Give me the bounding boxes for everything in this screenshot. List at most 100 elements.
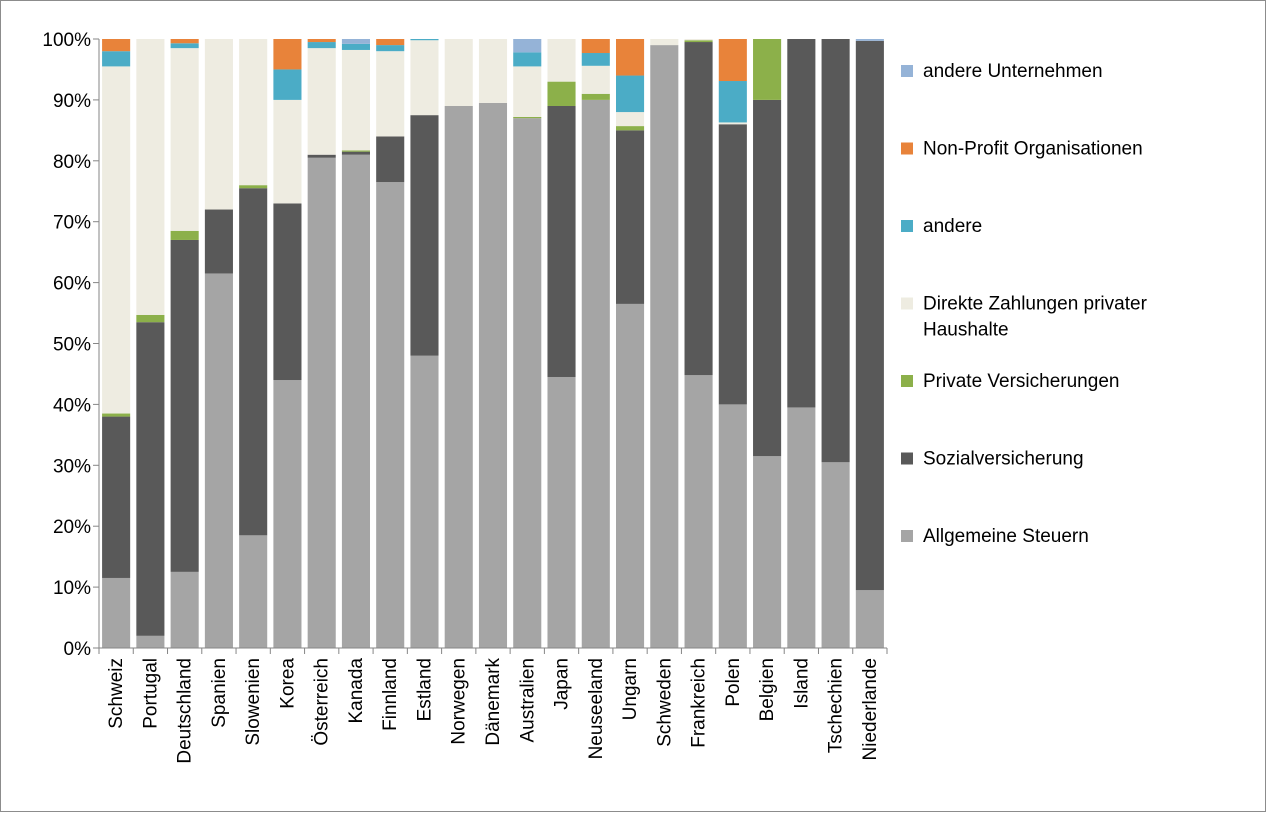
legend-swatch-2 — [901, 220, 913, 232]
bar-segment-2-4 — [170, 43, 199, 49]
bar-segment-7-1 — [341, 151, 370, 155]
legend-label-1: Non-Profit Organisationen — [923, 139, 1143, 160]
y-tick-label-9: 90% — [53, 91, 91, 112]
y-tick-label-0: 0% — [64, 639, 92, 660]
x-tick-label-14: Neuseeland — [586, 658, 607, 759]
y-tick-label-4: 40% — [53, 395, 91, 416]
bar-segment-12-2 — [513, 116, 542, 119]
bar-segment-14-0 — [581, 99, 610, 648]
bar-segment-7-6 — [341, 39, 370, 44]
bar-segment-13-0 — [547, 377, 576, 648]
y-tick-label-8: 80% — [53, 152, 91, 173]
bar-segment-0-0 — [102, 577, 131, 648]
legend-label-6: Allgemeine Steuern — [923, 526, 1089, 547]
bar-segment-1-0 — [136, 635, 165, 648]
bar-segment-0-4 — [102, 51, 131, 67]
bar-segment-17-3 — [684, 39, 713, 41]
x-tick-label-3: Spanien — [209, 658, 230, 728]
bar-segment-2-2 — [170, 230, 199, 240]
bar-segment-17-2 — [684, 40, 713, 43]
bar-segment-2-1 — [170, 239, 199, 572]
x-tick-label-8: Finnland — [380, 658, 401, 731]
x-tick-label-6: Österreich — [312, 658, 333, 746]
bar-segment-7-3 — [341, 49, 370, 151]
bar-segment-0-1 — [102, 416, 131, 578]
x-tick-label-12: Australien — [517, 658, 538, 743]
axes-layer — [93, 38, 888, 654]
bar-segment-17-1 — [684, 42, 713, 376]
bar-segment-20-0 — [787, 407, 816, 648]
bar-segment-12-3 — [513, 66, 542, 117]
bar-segment-15-5 — [616, 39, 645, 76]
x-tick-label-21: Tschechien — [826, 658, 847, 753]
legend-label-2: andere — [923, 216, 982, 237]
x-tick-label-1: Portugal — [140, 658, 161, 729]
bar-segment-17-0 — [684, 375, 713, 648]
bar-segment-22-1 — [855, 40, 884, 591]
bar-segment-11-0 — [478, 102, 508, 648]
legend-swatch-3 — [901, 297, 913, 310]
bar-segment-5-4 — [273, 69, 302, 100]
y-tick-label-7: 70% — [53, 213, 91, 234]
bar-segment-4-3 — [239, 39, 268, 186]
bar-segment-15-1 — [616, 130, 645, 304]
bar-segment-5-3 — [273, 99, 302, 204]
legend-swatch-4 — [901, 375, 913, 387]
x-tick-label-10: Norwegen — [449, 658, 470, 745]
bar-segment-20-1 — [787, 39, 816, 408]
bar-segment-8-5 — [376, 39, 405, 46]
bar-segment-18-1 — [718, 124, 747, 405]
bar-segment-4-1 — [239, 188, 268, 536]
y-tick-label-5: 50% — [53, 335, 91, 356]
bar-segment-12-0 — [513, 118, 542, 649]
bar-segment-2-3 — [170, 48, 199, 231]
y-tick-label-3: 30% — [53, 456, 91, 477]
bar-segment-18-3 — [718, 122, 747, 125]
bar-segment-0-3 — [102, 66, 131, 414]
bar-segment-0-5 — [102, 39, 131, 52]
bar-segment-13-2 — [547, 81, 576, 106]
bar-segment-6-3 — [307, 48, 336, 155]
x-tick-label-16: Schweden — [654, 658, 675, 747]
bar-segment-3-1 — [204, 209, 233, 274]
bar-segment-13-1 — [547, 105, 576, 377]
bar-segment-14-3 — [581, 65, 610, 94]
legend-swatch-0 — [901, 65, 913, 77]
bar-segment-9-0 — [410, 355, 439, 648]
bar-segment-19-1 — [753, 99, 782, 457]
y-tick-label-1: 10% — [53, 578, 91, 599]
bar-segment-7-2 — [341, 150, 370, 152]
bar-segment-8-1 — [376, 136, 405, 183]
y-tick-label-10: 100% — [42, 30, 91, 51]
y-tick-label-2: 20% — [53, 517, 91, 538]
bar-segment-4-2 — [239, 185, 268, 189]
x-tick-label-22: Niederlande — [860, 658, 881, 760]
bar-segment-9-1 — [410, 115, 439, 356]
bar-segment-13-3 — [547, 39, 576, 82]
x-tick-label-18: Polen — [723, 658, 744, 707]
legend-label-5: Sozialversicherung — [923, 449, 1084, 470]
bar-segment-7-0 — [341, 154, 370, 648]
bar-segment-19-0 — [753, 456, 782, 648]
bar-segment-2-0 — [170, 571, 199, 649]
bar-segment-10-0 — [444, 105, 473, 649]
bar-segment-12-6 — [513, 39, 542, 53]
bar-segment-1-1 — [136, 322, 165, 636]
bar-segment-19-2 — [753, 39, 782, 100]
bar-segment-11-3 — [478, 39, 508, 103]
legend-label-3: Direkte Zahlungen privater Haushalte — [923, 294, 1148, 341]
x-tick-label-2: Deutschland — [175, 658, 196, 764]
bar-segment-18-5 — [718, 39, 747, 82]
legend-label-0: andere Unternehmen — [923, 61, 1103, 82]
x-axis-tick-labels: Schweiz Portugal Deutschland Spanien Sloweni… — [106, 658, 881, 764]
bar-segment-14-2 — [581, 93, 610, 100]
bar-segment-8-0 — [376, 182, 405, 648]
bar-segment-22-0 — [855, 590, 884, 648]
bar-segment-0-2 — [102, 413, 131, 417]
bar-segment-6-0 — [307, 157, 336, 648]
x-tick-label-4: Slowenien — [243, 658, 264, 746]
x-tick-label-11: Dänemark — [483, 658, 504, 746]
x-tick-label-13: Japan — [552, 658, 573, 710]
